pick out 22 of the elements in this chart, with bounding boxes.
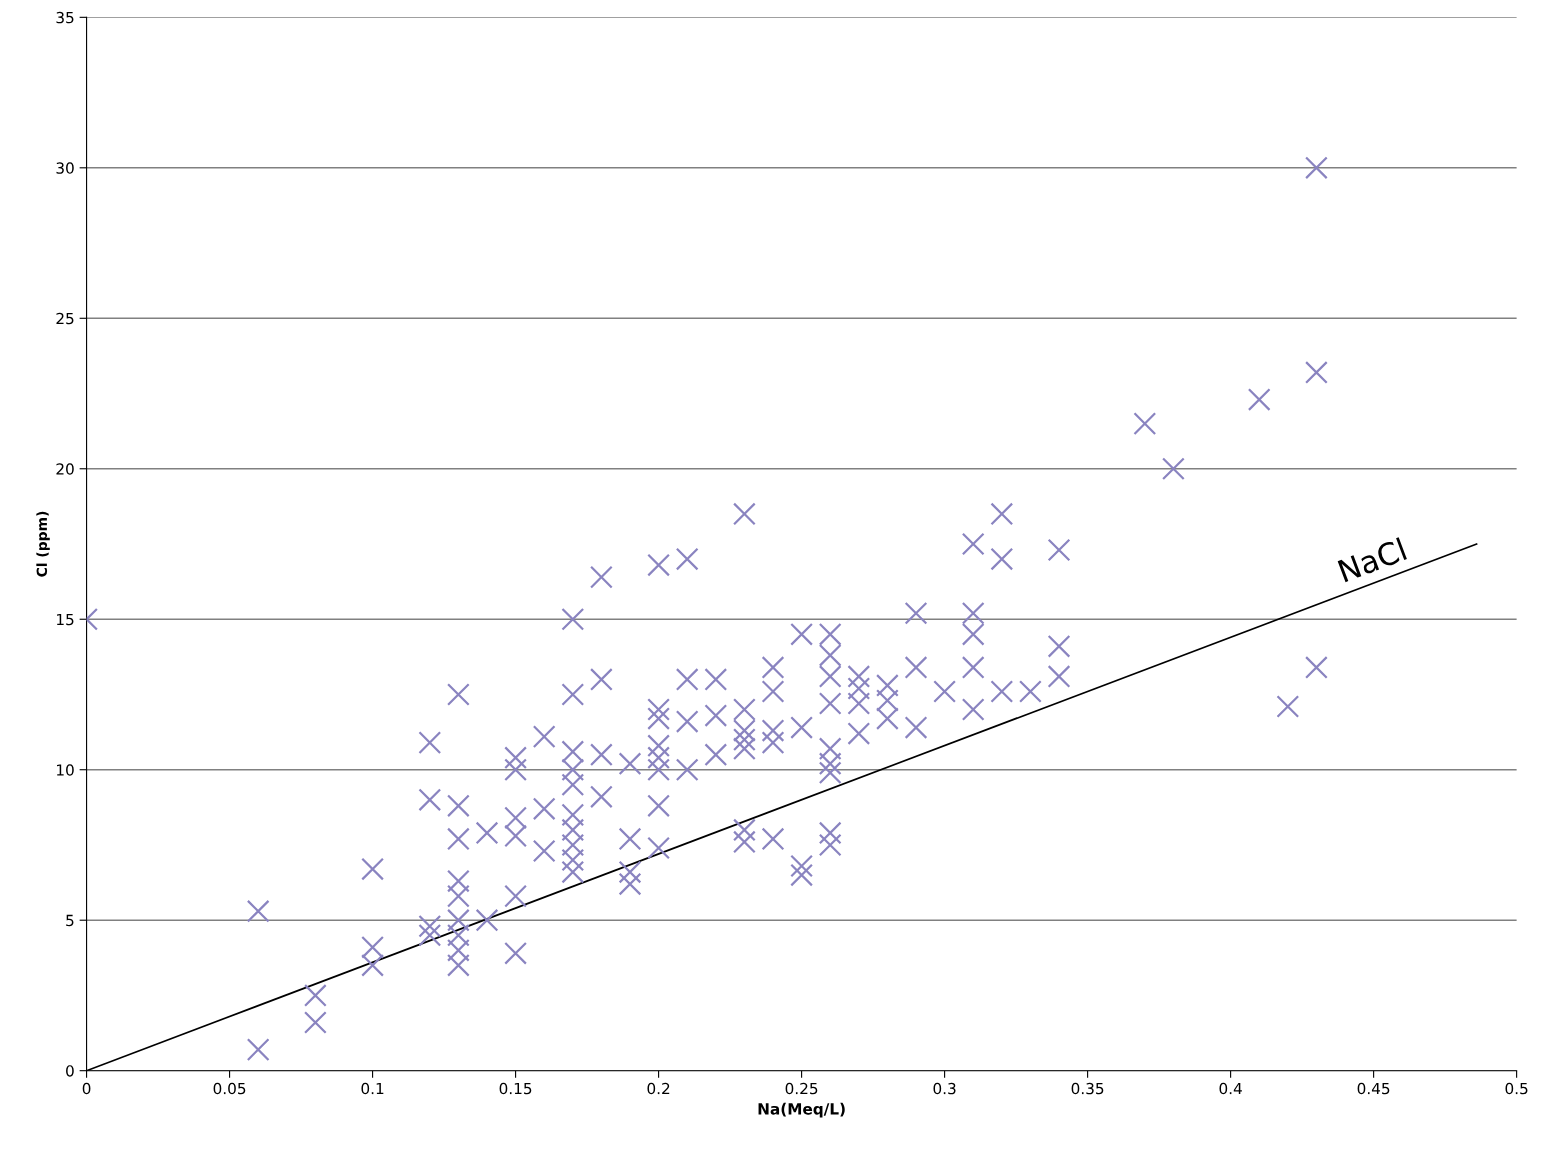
x-tick-label: 0.25 [785, 1082, 818, 1095]
x-tick-label: 0.3 [933, 1082, 956, 1095]
y-tick-label: 25 [56, 312, 74, 325]
x-tick-label: 0 [82, 1082, 91, 1095]
x-tick-label: 0.4 [1219, 1082, 1242, 1095]
y-tick-label: 5 [66, 914, 74, 927]
x-tick-label: 0.2 [647, 1082, 670, 1095]
y-tick-label: 0 [66, 1065, 74, 1077]
x-tick-label: 0.1 [361, 1082, 384, 1095]
y-tick-label: 15 [57, 613, 74, 626]
y-tick-label: 35 [56, 11, 74, 24]
y-tick-label: 30 [56, 162, 74, 174]
x-tick-label: 0.35 [1071, 1082, 1104, 1095]
x-tick-label: 0.5 [1505, 1082, 1528, 1095]
y-tick-label: 10 [57, 764, 74, 776]
x-tick-label: 0.15 [499, 1082, 532, 1095]
y-tick-label: 20 [56, 463, 74, 475]
x-tick-label: 0.05 [213, 1082, 246, 1095]
annotation: NaCl [1337, 537, 1408, 583]
y-axis-title: Cl (ppm) [36, 511, 50, 577]
x-axis-title: Na(Meq/L) [758, 1102, 845, 1118]
x-tick-label: 0.45 [1357, 1082, 1390, 1095]
